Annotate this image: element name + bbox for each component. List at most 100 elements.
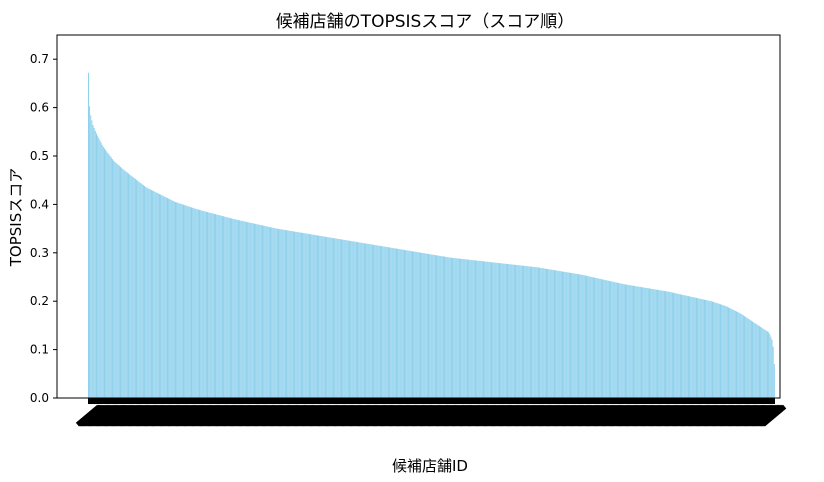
bar <box>436 255 437 398</box>
bar <box>355 241 357 398</box>
bar <box>635 286 637 398</box>
bar <box>704 299 705 398</box>
bar <box>100 142 102 398</box>
bar <box>761 327 763 398</box>
bar <box>236 219 238 398</box>
bar <box>491 262 492 398</box>
bar <box>434 255 436 398</box>
bar <box>621 283 623 398</box>
bar <box>128 173 129 398</box>
bar <box>162 195 164 398</box>
bar <box>305 233 307 398</box>
bar <box>337 238 339 398</box>
bar <box>578 274 579 398</box>
bar <box>455 258 457 398</box>
bar <box>228 217 230 398</box>
bar <box>732 309 734 398</box>
bar <box>94 130 96 398</box>
bar <box>426 253 428 398</box>
bar <box>165 197 167 398</box>
bar <box>204 211 206 398</box>
bar <box>344 239 346 398</box>
bar <box>731 309 733 398</box>
bar <box>249 222 251 398</box>
bar <box>709 300 711 398</box>
bar <box>586 275 587 398</box>
bar <box>302 232 304 398</box>
bar <box>564 271 566 398</box>
bar <box>303 233 305 398</box>
bar <box>265 226 267 398</box>
bar <box>764 329 766 398</box>
bar <box>102 146 104 398</box>
bar <box>515 264 517 398</box>
bar <box>508 264 510 398</box>
bar <box>602 279 604 398</box>
bar <box>736 311 737 398</box>
bar <box>489 262 491 398</box>
bar <box>89 106 91 399</box>
bar <box>179 203 181 398</box>
bar <box>584 275 586 398</box>
bar <box>725 306 727 398</box>
bar <box>99 140 101 399</box>
bar <box>607 280 609 398</box>
bar <box>579 274 581 398</box>
bar <box>457 258 459 398</box>
bar <box>746 317 748 398</box>
bar <box>509 264 511 398</box>
bar <box>385 246 387 398</box>
bar <box>452 257 454 398</box>
bar <box>381 246 383 398</box>
bar <box>694 297 696 398</box>
bar <box>295 231 297 398</box>
bar <box>738 312 740 398</box>
bar <box>378 245 380 398</box>
bar <box>478 260 480 398</box>
bar <box>437 255 439 398</box>
bar <box>379 245 381 398</box>
bar <box>273 227 275 398</box>
bar <box>494 262 496 398</box>
bar <box>300 232 302 398</box>
bar <box>503 263 505 398</box>
bar <box>241 220 243 398</box>
bar <box>263 225 265 398</box>
bar <box>308 234 310 398</box>
bar <box>362 243 364 398</box>
bar <box>527 266 529 398</box>
bar <box>418 252 420 398</box>
bar <box>291 231 293 398</box>
bar <box>311 234 313 398</box>
bar <box>168 198 170 398</box>
bar <box>557 270 559 398</box>
bar <box>724 305 726 398</box>
bar <box>122 168 124 398</box>
bar <box>499 263 500 398</box>
bar <box>766 331 768 398</box>
bar <box>331 237 333 398</box>
bar <box>88 72 89 398</box>
bar <box>406 250 408 398</box>
bar <box>639 286 641 398</box>
bar <box>235 219 237 398</box>
bar <box>674 293 676 398</box>
bar <box>232 218 234 398</box>
bar <box>243 221 245 398</box>
bar <box>718 303 720 398</box>
bar <box>671 292 673 398</box>
bar <box>392 248 394 398</box>
bar <box>475 260 476 398</box>
bar <box>550 269 552 398</box>
bar <box>224 216 226 398</box>
bar <box>500 263 502 398</box>
bar <box>368 244 370 398</box>
bar <box>189 206 191 398</box>
bar <box>117 164 119 398</box>
bar <box>510 264 512 398</box>
bar <box>354 241 356 398</box>
bar <box>299 232 301 398</box>
bar <box>217 214 219 398</box>
bar <box>260 225 262 398</box>
